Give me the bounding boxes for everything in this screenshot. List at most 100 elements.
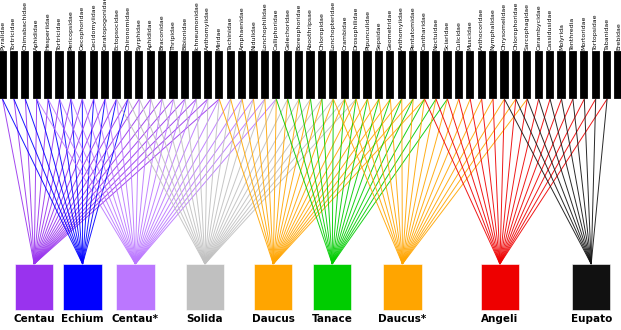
Text: Tabanidae: Tabanidae bbox=[605, 18, 610, 50]
Text: Syrphidae: Syrphidae bbox=[137, 18, 142, 50]
Text: Hesperiidae: Hesperiidae bbox=[45, 13, 51, 50]
Text: Nymphalidae: Nymphalidae bbox=[491, 8, 496, 50]
Text: Muscidae: Muscidae bbox=[468, 20, 473, 50]
Text: Gelechoridae: Gelechoridae bbox=[285, 8, 290, 50]
Text: Sarcophagidae: Sarcophagidae bbox=[525, 3, 530, 50]
Text: Anthomyiidae: Anthomyiidae bbox=[399, 6, 404, 50]
Bar bbox=[466, 51, 474, 99]
Bar bbox=[193, 51, 201, 99]
Text: Echium: Echium bbox=[61, 314, 104, 324]
Bar bbox=[250, 51, 258, 99]
Bar bbox=[478, 51, 486, 99]
Bar bbox=[44, 51, 52, 99]
Bar bbox=[409, 51, 417, 99]
Text: Aboothripsae: Aboothripsae bbox=[308, 8, 313, 50]
Bar bbox=[32, 51, 41, 99]
Text: Geometridae: Geometridae bbox=[388, 9, 393, 50]
Text: Drosophilidae: Drosophilidae bbox=[353, 7, 359, 50]
Bar bbox=[21, 51, 29, 99]
Bar bbox=[135, 51, 143, 99]
Bar bbox=[78, 51, 86, 99]
Bar bbox=[375, 51, 383, 99]
Bar bbox=[352, 51, 360, 99]
Text: Eupato: Eupato bbox=[571, 314, 612, 324]
Text: Chimabachidae: Chimabachidae bbox=[23, 1, 28, 50]
Text: Pericopsidae: Pericopsidae bbox=[68, 11, 73, 50]
Text: Cecidomyiidae: Cecidomyiidae bbox=[91, 4, 96, 50]
Bar bbox=[397, 51, 406, 99]
Text: Angeli: Angeli bbox=[481, 314, 519, 324]
Bar bbox=[272, 51, 281, 99]
Text: Sciaridae: Sciaridae bbox=[445, 21, 450, 50]
Bar bbox=[10, 51, 18, 99]
Bar bbox=[15, 264, 53, 310]
Text: Calliphoridae: Calliphoridae bbox=[274, 9, 279, 50]
Bar bbox=[204, 51, 212, 99]
Text: Aphididae: Aphididae bbox=[34, 19, 39, 50]
Text: Amphaenidae: Amphaenidae bbox=[240, 7, 245, 50]
Text: Chlorophoridae: Chlorophoridae bbox=[514, 2, 519, 50]
Bar bbox=[124, 51, 132, 99]
Text: Bibionidae: Bibionidae bbox=[183, 17, 188, 50]
Bar bbox=[306, 51, 315, 99]
Bar bbox=[295, 51, 303, 99]
Text: Tenthredia: Tenthredia bbox=[570, 17, 576, 50]
Text: Culicidae: Culicidae bbox=[456, 21, 461, 50]
Bar bbox=[603, 51, 611, 99]
Bar bbox=[386, 51, 394, 99]
Text: Erebidae: Erebidae bbox=[616, 22, 621, 50]
Bar bbox=[455, 51, 463, 99]
Bar bbox=[546, 51, 554, 99]
Bar bbox=[489, 51, 497, 99]
Text: Anthomyiidae: Anthomyiidae bbox=[206, 6, 211, 50]
Bar bbox=[523, 51, 532, 99]
Text: Sepsidae: Sepsidae bbox=[376, 22, 381, 50]
Bar bbox=[63, 264, 102, 310]
Bar bbox=[313, 264, 351, 310]
Bar bbox=[572, 264, 610, 310]
Bar bbox=[432, 51, 440, 99]
Bar bbox=[227, 51, 235, 99]
Bar bbox=[112, 51, 120, 99]
Text: Daucus: Daucus bbox=[252, 314, 295, 324]
Text: Tanace: Tanace bbox=[312, 314, 353, 324]
Text: Cerambycidae: Cerambycidae bbox=[536, 5, 541, 50]
Bar bbox=[116, 264, 155, 310]
Bar bbox=[89, 51, 98, 99]
Bar bbox=[67, 51, 75, 99]
Text: Boreophoridae: Boreophoridae bbox=[297, 4, 302, 50]
Text: Solida: Solida bbox=[187, 314, 223, 324]
Bar bbox=[238, 51, 246, 99]
Bar bbox=[512, 51, 520, 99]
Bar bbox=[443, 51, 451, 99]
Bar bbox=[215, 51, 224, 99]
Bar bbox=[592, 51, 600, 99]
Text: Ichneumonidae: Ichneumonidae bbox=[194, 1, 199, 50]
Bar bbox=[558, 51, 566, 99]
Text: Tortricidae: Tortricidae bbox=[11, 17, 16, 50]
Text: Chrysomelidae: Chrysomelidae bbox=[502, 3, 507, 50]
Text: Miridae: Miridae bbox=[217, 27, 222, 50]
Text: Thripidae: Thripidae bbox=[171, 20, 176, 50]
Text: Chironomidae: Chironomidae bbox=[125, 6, 130, 50]
Bar bbox=[569, 51, 577, 99]
Bar bbox=[261, 51, 269, 99]
Text: Ectopsocidae: Ectopsocidae bbox=[114, 8, 119, 50]
Bar bbox=[501, 51, 509, 99]
Bar bbox=[0, 51, 7, 99]
Bar bbox=[363, 51, 371, 99]
Bar bbox=[383, 264, 422, 310]
Bar bbox=[420, 51, 428, 99]
Text: Cassidusidae: Cassidusidae bbox=[548, 9, 553, 50]
Text: Tortopsidae: Tortopsidae bbox=[593, 14, 598, 50]
Text: Cantharidae: Cantharidae bbox=[422, 12, 427, 50]
Text: Pentatomidae: Pentatomidae bbox=[410, 7, 415, 50]
Text: Braconidae: Braconidae bbox=[160, 15, 165, 50]
Text: Chloropidae: Chloropidae bbox=[319, 12, 324, 50]
Text: Lonchophilidae: Lonchophilidae bbox=[262, 3, 268, 50]
Bar bbox=[580, 51, 589, 99]
Text: Nidulidae: Nidulidae bbox=[251, 20, 256, 50]
Bar bbox=[101, 51, 109, 99]
Bar bbox=[284, 51, 292, 99]
Text: Noctuidae: Noctuidae bbox=[433, 18, 438, 50]
